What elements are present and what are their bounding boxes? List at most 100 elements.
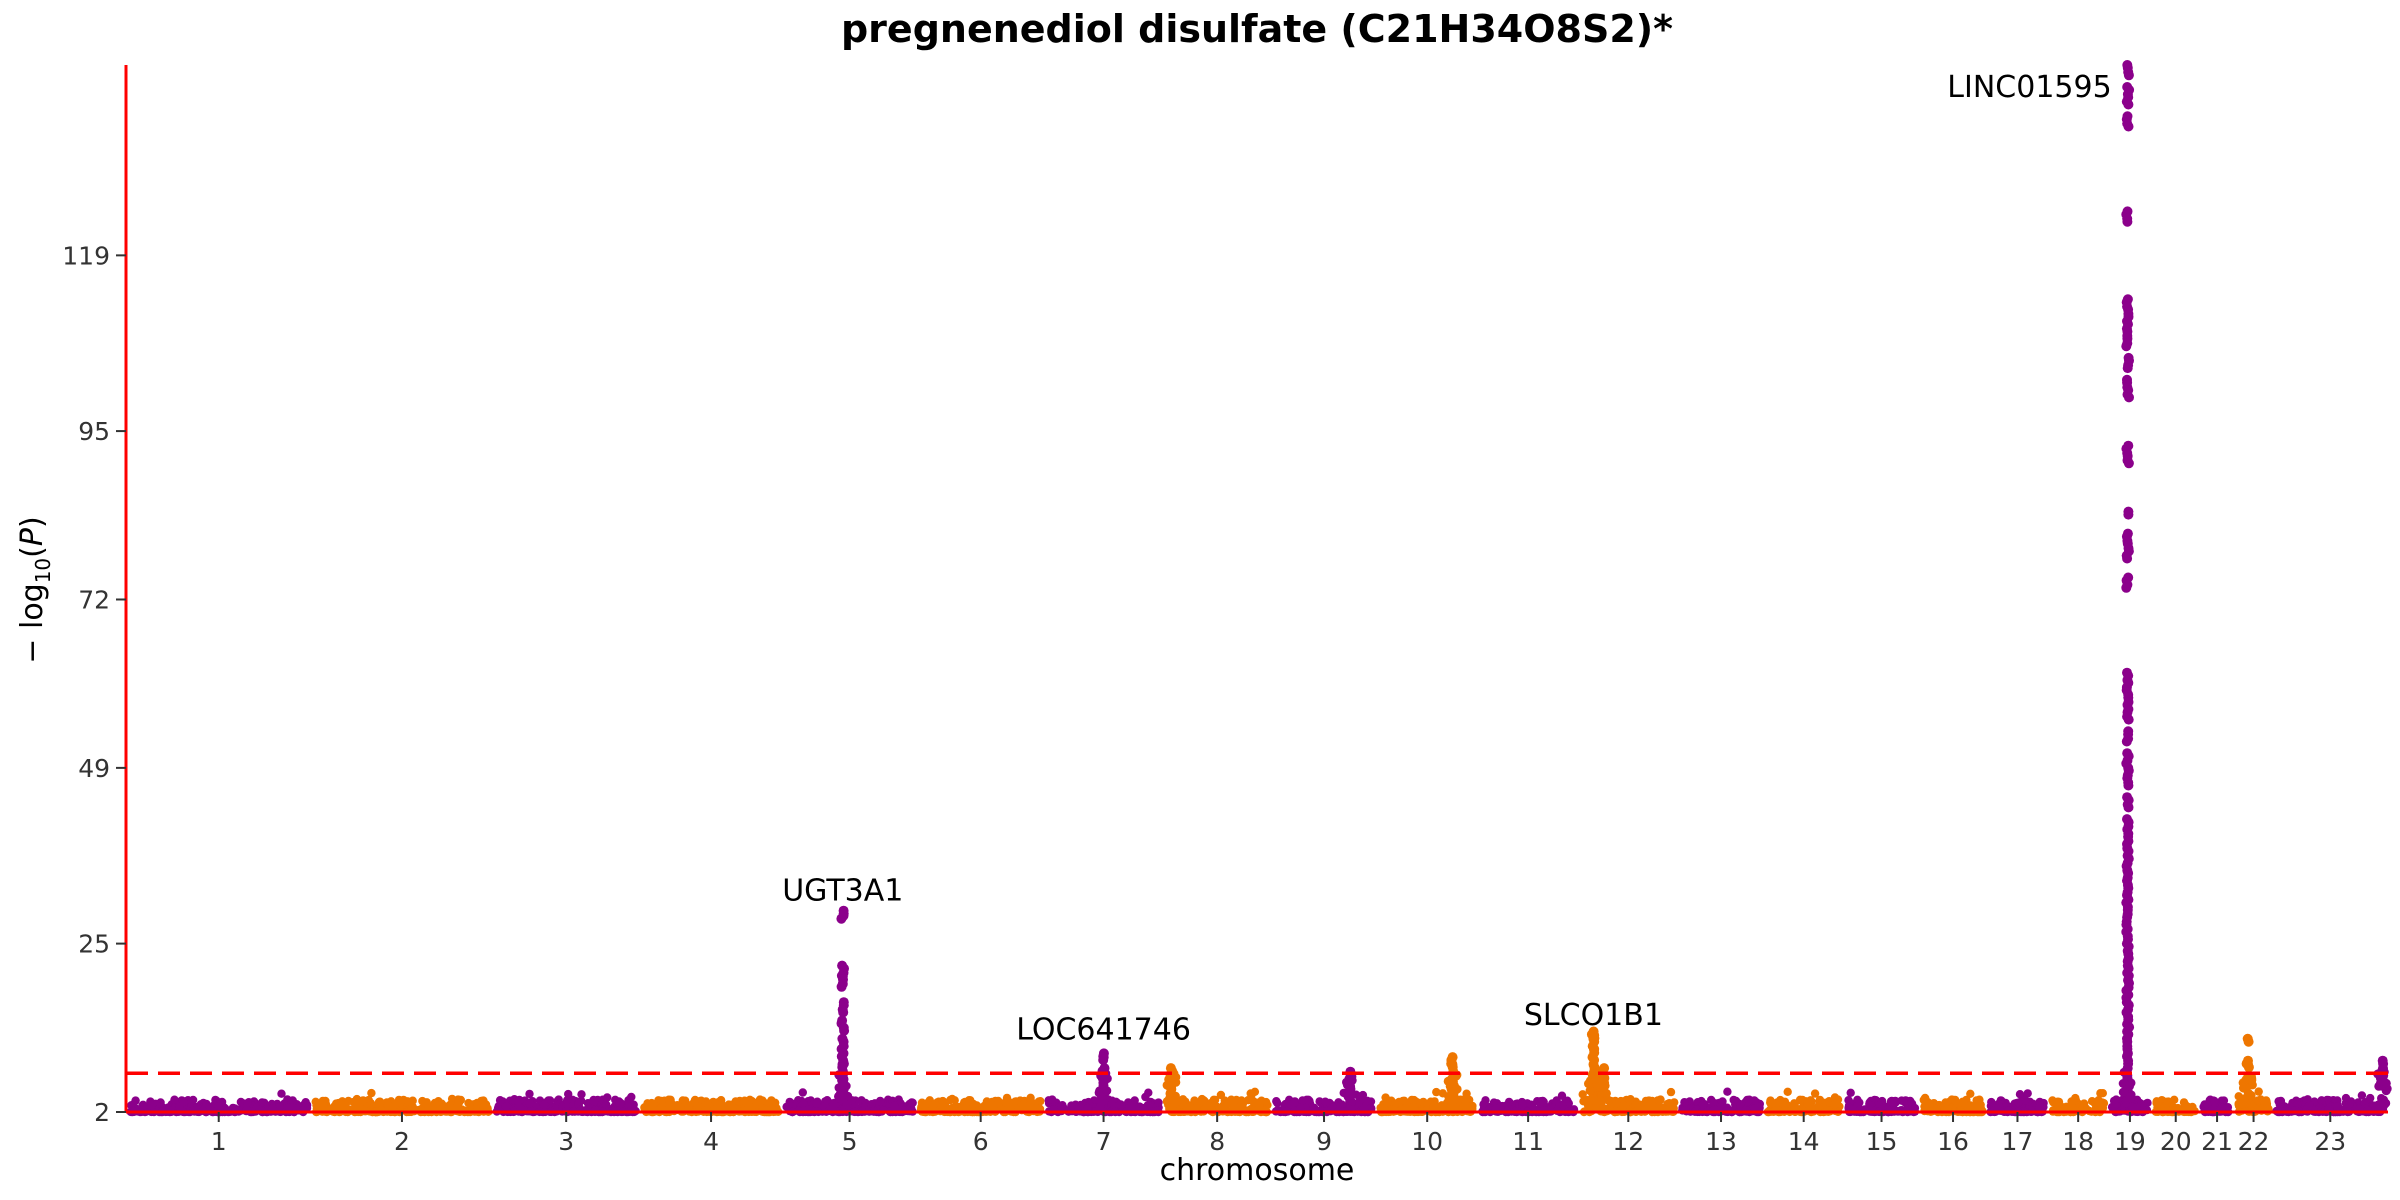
data-point (268, 1104, 277, 1113)
peak-point (836, 913, 847, 924)
data-point (1640, 1102, 1650, 1111)
peak-point (2123, 780, 2134, 791)
data-point (515, 1095, 524, 1105)
data-point (2366, 1093, 2375, 1103)
data-point (1462, 1089, 1471, 1098)
data-point (1830, 1100, 1839, 1110)
data-point (395, 1098, 405, 1107)
peak-point (2123, 99, 2134, 110)
data-point (1745, 1096, 1754, 1105)
x-tick-label: 12 (1612, 1127, 1644, 1156)
data-point (1468, 1101, 1477, 1111)
data-point (1036, 1097, 1045, 1106)
data-point (950, 1096, 959, 1105)
data-point (1437, 1101, 1447, 1110)
peak-point (1342, 1080, 1352, 1090)
peak-point (2125, 1081, 2134, 1091)
data-point (965, 1096, 974, 1106)
data-point (1768, 1099, 1777, 1108)
data-point (403, 1097, 412, 1106)
y-axis-title: − log10(P) (15, 516, 55, 663)
peak-point (2121, 582, 2132, 593)
data-points (126, 60, 2392, 1117)
data-point (1906, 1096, 1915, 1106)
peak-point (1448, 1094, 1458, 1104)
peak-label: LINC01595 (1947, 70, 2111, 105)
data-point (1795, 1095, 1805, 1105)
data-point (1116, 1100, 1126, 1110)
data-point (2020, 1095, 2030, 1105)
data-point (1958, 1097, 1967, 1107)
data-point (1723, 1087, 1732, 1096)
data-point (2217, 1103, 2227, 1112)
data-point (2023, 1089, 2032, 1098)
data-point (1286, 1100, 1296, 1109)
data-point (2293, 1100, 2302, 1109)
data-point (812, 1099, 821, 1108)
peak-point (1601, 1088, 1611, 1098)
data-point (1243, 1096, 1253, 1105)
axes (124, 65, 2388, 1114)
data-point (1972, 1103, 1981, 1112)
data-point (1321, 1097, 1330, 1106)
data-point (2076, 1100, 2085, 1109)
peak-point (1102, 1086, 1112, 1096)
peak-point (1448, 1078, 1458, 1088)
data-point (1853, 1095, 1862, 1105)
data-point (1656, 1095, 1665, 1104)
data-point (1558, 1101, 1567, 1110)
data-point (358, 1096, 367, 1106)
peak-point (2123, 458, 2134, 469)
svg-text:− log10(P): − log10(P) (15, 516, 55, 663)
data-point (1844, 1103, 1853, 1112)
data-point (1430, 1103, 1440, 1112)
peak-point (838, 1007, 849, 1018)
x-tick-label: 11 (1512, 1127, 1544, 1156)
peak-point (1446, 1103, 1456, 1112)
data-point (1966, 1089, 1975, 1099)
peak-point (2121, 341, 2132, 352)
x-ticks: 1 2 3 4 5 6 7 8 9 10 11 12 13 14 15 16 17 18 19 20 21 22 23 (211, 1112, 2346, 1156)
data-point (349, 1097, 358, 1107)
x-tick-label: 6 (973, 1127, 989, 1156)
data-point (1518, 1100, 1527, 1109)
x-tick-label: 23 (2314, 1127, 2346, 1156)
y-tick-label: 95 (78, 417, 110, 446)
x-tick-label: 21 (2201, 1127, 2233, 1156)
data-point (601, 1100, 611, 1109)
peak-point (2245, 1099, 2255, 1109)
data-point (2014, 1098, 2023, 1107)
peak-point (2127, 1102, 2137, 1112)
y-tick-label: 49 (78, 754, 110, 783)
peak-point (2123, 70, 2134, 81)
data-point (243, 1098, 252, 1108)
data-point (1846, 1088, 1855, 1098)
y-tick-label: 2 (94, 1098, 110, 1127)
peak-point (834, 1083, 844, 1093)
peak-point (2122, 216, 2133, 227)
x-tick-label: 16 (1937, 1127, 1969, 1156)
peak-point (1170, 1096, 1180, 1106)
data-point (1296, 1103, 1305, 1113)
data-point (375, 1097, 385, 1106)
peak-point (836, 981, 847, 992)
peak-point (1167, 1103, 1177, 1113)
x-tick-label: 10 (1411, 1127, 1443, 1156)
data-point (982, 1097, 992, 1106)
data-point (367, 1088, 376, 1098)
data-point (1888, 1098, 1897, 1107)
x-tick-label: 14 (1788, 1127, 1820, 1156)
data-point (1504, 1097, 1514, 1107)
x-tick-label: 19 (2114, 1127, 2146, 1156)
data-point (907, 1098, 916, 1107)
data-point (689, 1098, 699, 1107)
data-point (277, 1089, 286, 1098)
data-point (1783, 1087, 1792, 1097)
data-point (384, 1100, 393, 1110)
data-point (502, 1102, 511, 1111)
y-tick-label: 25 (78, 930, 110, 959)
peak-point (1098, 1055, 1109, 1065)
data-point (481, 1100, 491, 1109)
peak-point (2121, 736, 2132, 747)
